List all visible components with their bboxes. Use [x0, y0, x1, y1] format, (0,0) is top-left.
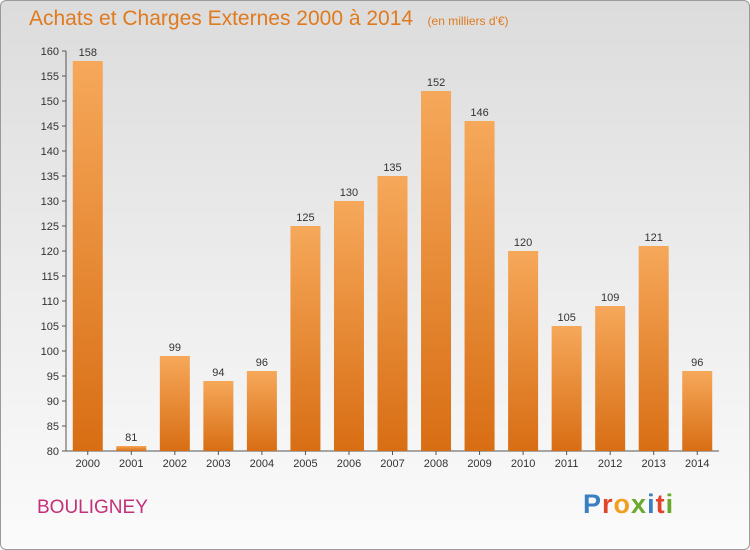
- x-tick-label: 2006: [337, 458, 361, 470]
- bar: [116, 446, 147, 451]
- bar: [246, 371, 277, 451]
- x-tick-label: 2008: [424, 458, 448, 470]
- chart-title-block: Achats et Charges Externes 2000 à 2014 (…: [29, 7, 509, 31]
- x-tick-label: 2014: [685, 458, 709, 470]
- y-tick-label: 135: [41, 171, 59, 183]
- y-tick-label: 80: [47, 446, 59, 458]
- y-tick-label: 145: [41, 121, 59, 133]
- chart-bars: [72, 61, 713, 451]
- bar: [638, 246, 669, 451]
- bar: [682, 371, 713, 451]
- y-tick-label: 100: [41, 346, 59, 358]
- y-tick-label: 120: [41, 246, 59, 258]
- commune-name: BOULIGNEY: [37, 497, 148, 518]
- y-tick-label: 90: [47, 396, 59, 408]
- y-tick-label: 130: [41, 196, 59, 208]
- bar: [333, 201, 364, 451]
- bar-value-label: 135: [383, 162, 401, 174]
- y-tick-label: 155: [41, 71, 59, 83]
- bar-value-label: 96: [691, 357, 703, 369]
- x-tick-label: 2004: [250, 458, 274, 470]
- bar-value-label: 125: [296, 212, 314, 224]
- logo-letter: t: [655, 489, 666, 519]
- bar: [290, 226, 321, 451]
- logo-letter: P: [583, 489, 603, 519]
- bar-value-label: 109: [601, 292, 619, 304]
- bar-value-label: 120: [514, 237, 532, 249]
- logo-letter: x: [631, 489, 648, 519]
- x-tick-label: 2012: [598, 458, 622, 470]
- y-tick-label: 85: [47, 421, 59, 433]
- y-tick-label: 160: [41, 46, 59, 58]
- bar: [377, 176, 408, 451]
- y-tick-label: 115: [41, 271, 59, 283]
- bar-value-label: 152: [427, 77, 445, 89]
- bar-value-label: 146: [470, 107, 488, 119]
- bar: [203, 381, 234, 451]
- bar: [464, 121, 495, 451]
- y-tick-label: 110: [41, 296, 59, 308]
- bar: [421, 91, 452, 451]
- y-tick-label: 140: [41, 146, 59, 158]
- x-tick-label: 2001: [119, 458, 143, 470]
- y-tick-label: 125: [41, 221, 59, 233]
- bar-value-label: 99: [169, 342, 181, 354]
- y-tick-label: 105: [41, 321, 59, 333]
- bar: [159, 356, 190, 451]
- x-tick-label: 2013: [641, 458, 665, 470]
- bar-value-label: 81: [125, 432, 137, 444]
- bar-value-label: 96: [256, 357, 268, 369]
- logo-letter: i: [665, 489, 675, 519]
- logo-letter: o: [613, 489, 632, 519]
- proxiti-logo[interactable]: Proxiti: [583, 489, 674, 520]
- logo-letter: i: [647, 489, 656, 519]
- bar-value-label: 105: [557, 312, 575, 324]
- bar: [72, 61, 103, 451]
- bar-value-label: 158: [79, 47, 97, 59]
- bar-value-label: 121: [645, 232, 663, 244]
- y-tick-label: 150: [41, 96, 59, 108]
- chart-labels: 2000 158 2001 81 2002 99 2003 94 2004 96 2005 125 20…: [76, 47, 710, 470]
- x-tick-label: 2009: [467, 458, 491, 470]
- chart-unit: (en milliers d'€): [427, 14, 509, 28]
- bar-value-label: 130: [340, 187, 358, 199]
- x-tick-label: 2002: [163, 458, 187, 470]
- y-tick-label: 95: [47, 371, 59, 383]
- bar-value-label: 94: [212, 367, 224, 379]
- bar: [551, 326, 582, 451]
- chart-title: Achats et Charges Externes 2000 à 2014: [29, 7, 414, 30]
- x-tick-label: 2010: [511, 458, 535, 470]
- logo-letter: r: [602, 489, 614, 519]
- x-tick-label: 2007: [380, 458, 404, 470]
- x-tick-label: 2003: [206, 458, 230, 470]
- x-tick-label: 2000: [76, 458, 100, 470]
- proxiti-logo-text: Proxiti: [583, 489, 674, 519]
- x-tick-label: 2005: [293, 458, 317, 470]
- x-tick-label: 2011: [555, 458, 579, 470]
- bar: [508, 251, 539, 451]
- bar: [595, 306, 626, 451]
